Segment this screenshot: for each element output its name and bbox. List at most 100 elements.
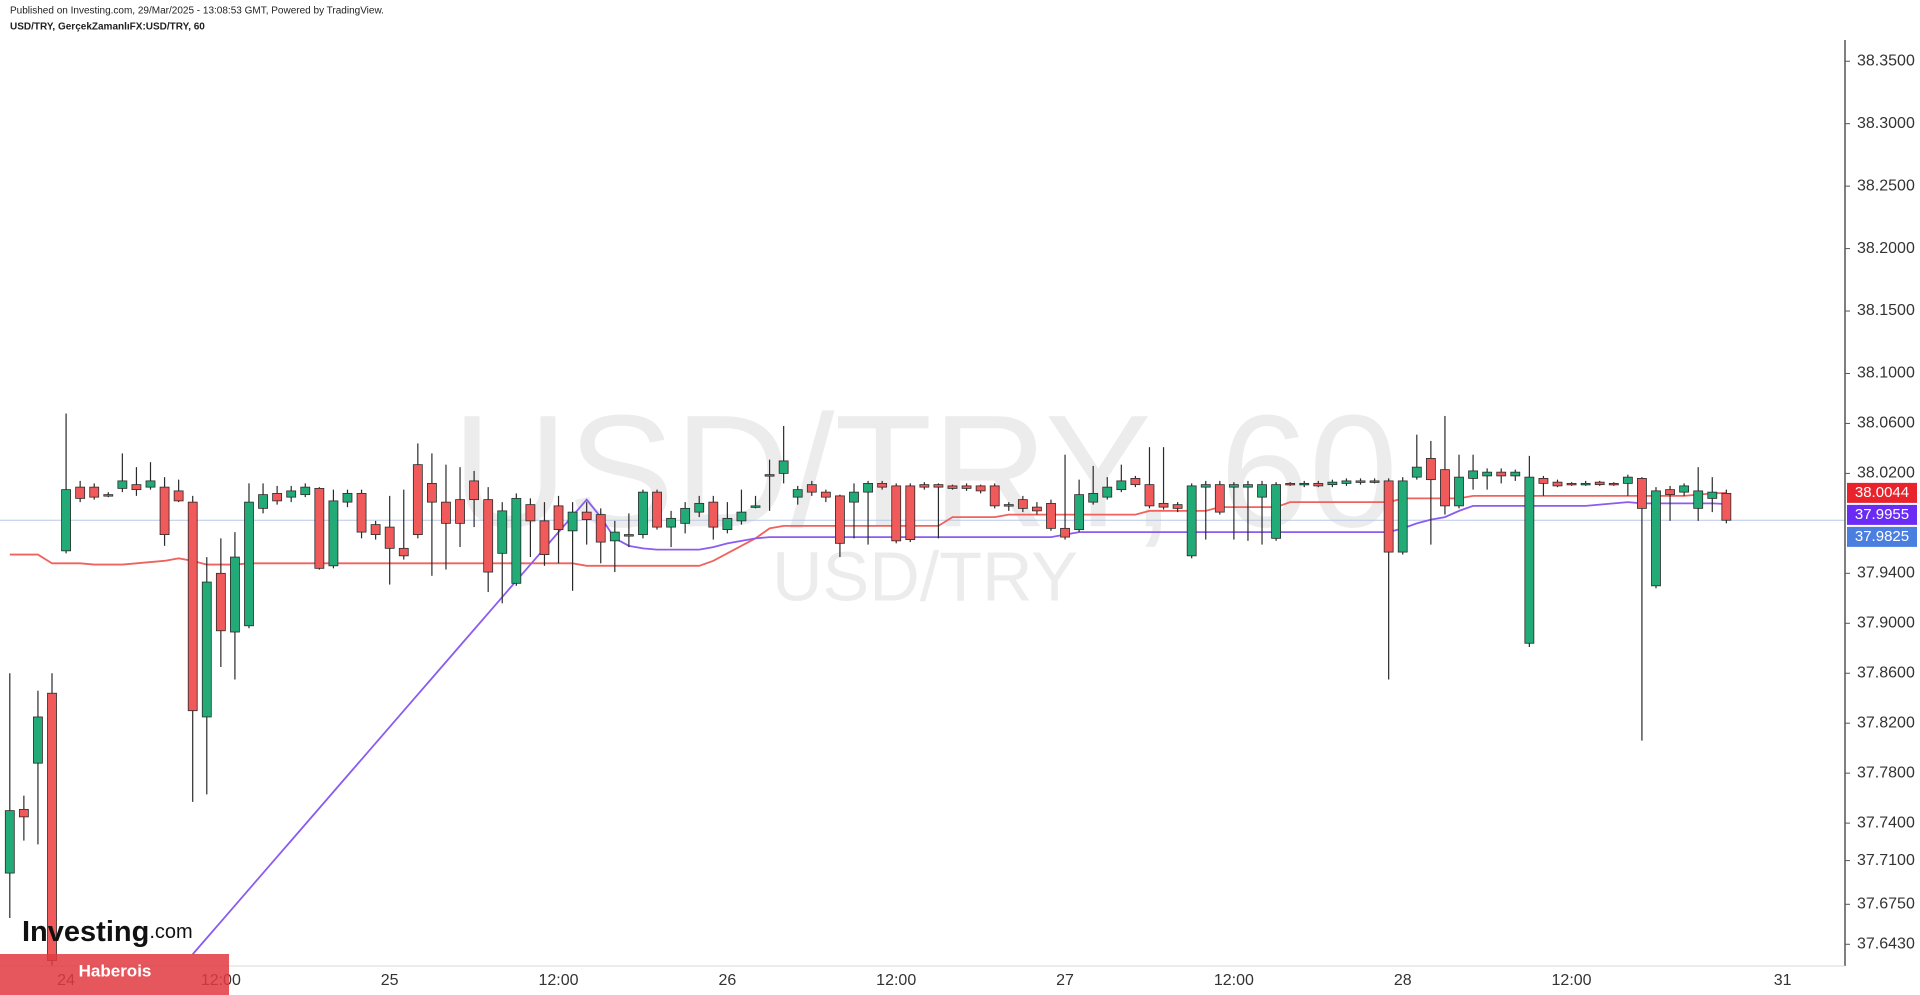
indicator-line: [192, 498, 1727, 955]
candle-body: [905, 485, 916, 540]
logo-suffix: .com: [149, 921, 192, 943]
axes: 38.3500 38.3000 38.2500 38.2000 38.1500 38.10…: [57, 52, 1917, 989]
candle-body: [1313, 482, 1324, 487]
candle-body: [553, 505, 564, 531]
candle-body: [131, 484, 142, 491]
candle-body: [1060, 527, 1070, 538]
candle-body: [1440, 469, 1450, 507]
candle-body: [1285, 482, 1296, 486]
candle-body: [1454, 476, 1464, 507]
candle-body: [694, 502, 705, 513]
candle-body: [1552, 481, 1563, 487]
candle-body: [1510, 471, 1521, 477]
candle-body: [581, 511, 592, 521]
candle-body: [778, 460, 789, 474]
candle-body: [342, 492, 353, 503]
candle-body: [33, 716, 43, 764]
candle-body: [286, 490, 297, 498]
published-note: Published on Investing.com, 29/Mar/2025 …: [10, 6, 384, 17]
candle-body: [356, 492, 367, 533]
candle-body: [1200, 484, 1211, 488]
candle-body: [4, 810, 15, 874]
banner-text: Haberois: [79, 961, 152, 980]
watermark-text: USD/TRY, 60: [452, 381, 1398, 560]
plot-area: [0, 413, 1845, 966]
logo: Investing.com: [22, 916, 193, 948]
candle-body: [1524, 476, 1535, 644]
candle-body: [384, 526, 395, 549]
candle-body: [1482, 471, 1493, 477]
candle-body: [412, 464, 423, 535]
price-label: 37.9955: [1855, 506, 1909, 523]
candle-body: [1580, 482, 1591, 486]
candle-body: [201, 581, 212, 718]
candle-body: [863, 482, 873, 493]
candle-body: [1327, 481, 1338, 486]
y-tick-label: 37.8200: [1857, 714, 1915, 731]
candle-body: [18, 808, 29, 818]
candle-body: [989, 485, 1000, 507]
candle-body: [1608, 482, 1619, 486]
x-tick-label: 12:00: [1214, 972, 1254, 989]
candle-body: [441, 501, 451, 524]
candle-body: [1186, 485, 1197, 557]
candle-body: [1538, 477, 1549, 484]
candle-body: [455, 499, 465, 524]
candle-body: [595, 514, 606, 543]
candle-body: [1355, 480, 1366, 483]
candle-body: [272, 492, 283, 502]
candle-body: [173, 490, 184, 502]
y-tick-label: 37.7100: [1857, 852, 1915, 869]
y-tick-label: 38.1500: [1857, 302, 1915, 319]
x-tick-label: 27: [1056, 972, 1074, 989]
candle-body: [806, 484, 817, 493]
x-tick-label: 12:00: [876, 972, 916, 989]
candle-body: [1130, 477, 1141, 486]
candle-body: [1032, 506, 1042, 512]
candle-body: [1622, 476, 1633, 484]
candle-body: [652, 491, 662, 528]
candle-body: [849, 491, 859, 503]
candle-body: [947, 485, 958, 489]
candle-body: [1707, 491, 1718, 499]
price-label: 38.0044: [1855, 484, 1909, 501]
candle-body: [159, 486, 170, 535]
candle-body: [1243, 484, 1253, 488]
candle-body: [145, 480, 156, 488]
y-tick-label: 37.9400: [1857, 565, 1915, 582]
candle-body: [1637, 477, 1647, 509]
candle-body: [1074, 494, 1085, 531]
candle-body: [1088, 492, 1099, 503]
candle-body: [539, 520, 550, 555]
price-label-box: [1847, 526, 1917, 547]
candle-body: [89, 486, 100, 498]
candle-body: [1411, 466, 1422, 478]
candle-body: [314, 487, 325, 569]
candle-body: [708, 501, 719, 528]
x-tick-label: 12:00: [1552, 972, 1592, 989]
logo-main: Investing: [22, 916, 149, 948]
candle-body: [666, 517, 676, 528]
y-tick-label: 37.6430: [1857, 935, 1915, 952]
watermark-subtext: USD/TRY: [772, 537, 1078, 615]
candle-body: [1257, 484, 1267, 498]
x-tick-label: 25: [381, 972, 399, 989]
candle-body: [1651, 490, 1661, 587]
candle-body: [961, 485, 972, 489]
candle-body: [792, 489, 803, 498]
x-tick-label: 28: [1394, 972, 1412, 989]
y-tick-label: 38.0600: [1857, 415, 1915, 432]
candle-body: [1425, 458, 1436, 481]
price-label-box: [1847, 504, 1917, 525]
candle-body: [1116, 480, 1127, 491]
candle-body: [877, 482, 888, 488]
candle-body: [215, 572, 226, 632]
candle-body: [1721, 492, 1732, 521]
candle-body: [750, 505, 761, 508]
banner: [0, 954, 229, 995]
candle-body: [511, 497, 522, 584]
price-label: 37.9825: [1855, 528, 1909, 545]
y-tick-label: 37.6750: [1857, 896, 1915, 913]
candle-body: [398, 547, 409, 557]
candle-body: [1003, 504, 1014, 507]
